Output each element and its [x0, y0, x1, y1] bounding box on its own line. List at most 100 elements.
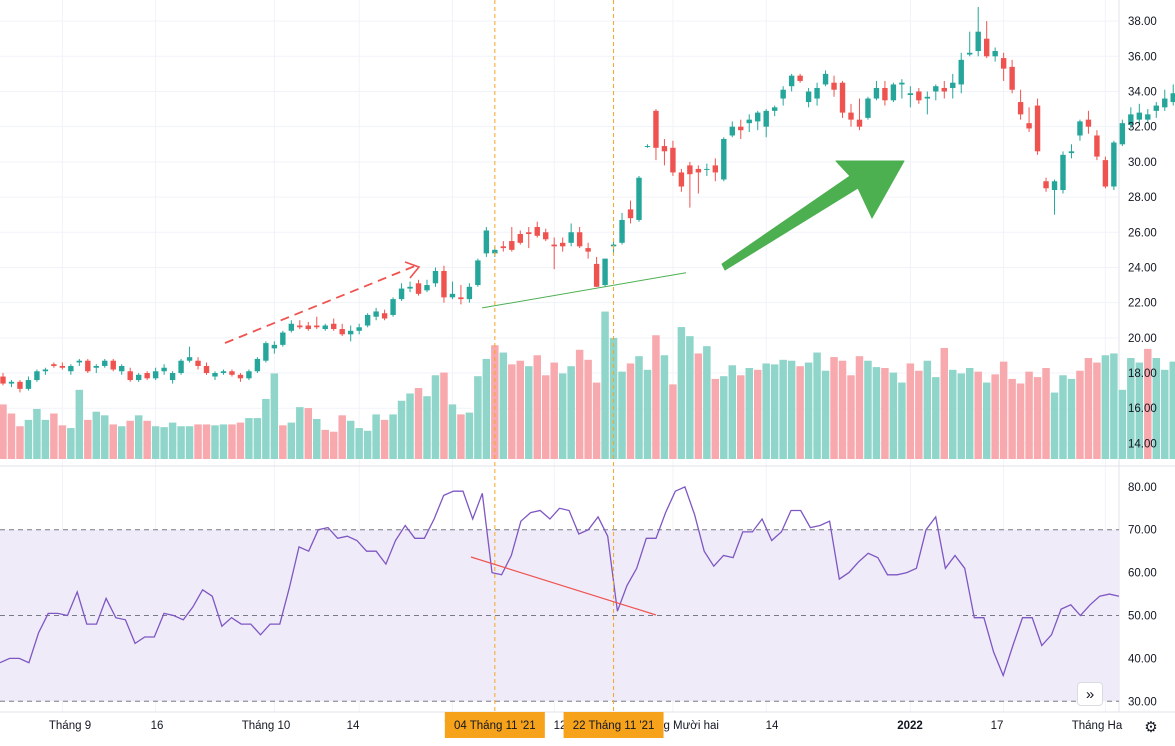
price-tick-label: 14.00: [1128, 438, 1157, 450]
candle-body: [34, 371, 39, 380]
candle-body: [840, 83, 845, 113]
volume-bar: [618, 372, 625, 459]
volume-bar: [958, 373, 965, 459]
candle-body: [297, 326, 302, 328]
candle-body: [1052, 181, 1057, 190]
candle-body: [560, 243, 565, 247]
candle-body: [670, 148, 675, 173]
candle-body: [874, 88, 879, 99]
candle-body: [1086, 120, 1091, 127]
volume-bar: [881, 368, 888, 459]
price-tick-label: 18.00: [1128, 368, 1157, 380]
candle-body: [128, 371, 133, 380]
volume-bar: [695, 353, 702, 459]
candle-body: [568, 232, 573, 243]
volume-bar: [177, 426, 184, 459]
candle-body: [764, 111, 769, 127]
candle-body: [747, 120, 752, 124]
volume-bar: [59, 425, 66, 459]
candle-body: [280, 333, 285, 345]
candle-body: [458, 297, 463, 299]
volume-bar: [525, 366, 532, 459]
volume-bar: [924, 361, 931, 459]
candle-body: [323, 326, 328, 330]
volume-bar: [983, 383, 990, 459]
volume-bar: [355, 428, 362, 459]
candle-layer: [0, 7, 1175, 392]
volume-bar: [254, 418, 261, 459]
candle-body: [373, 311, 378, 316]
volume-bar: [703, 346, 710, 459]
candle-body: [348, 331, 353, 335]
volume-bar: [1119, 390, 1126, 459]
candle-body: [738, 127, 743, 131]
candle-body: [916, 91, 921, 100]
volume-bar: [652, 335, 659, 459]
volume-bar: [313, 419, 320, 459]
candle-body: [136, 375, 141, 380]
volume-bar: [932, 377, 939, 459]
volume-bar: [1085, 358, 1092, 459]
candle-body: [1043, 181, 1048, 188]
candle-body: [433, 271, 438, 283]
volume-bar: [84, 420, 91, 459]
candle-body: [865, 99, 870, 118]
candle-body: [0, 377, 5, 384]
candle-body: [848, 113, 853, 120]
volume-bar: [347, 421, 354, 459]
candle-body: [721, 139, 726, 179]
volume-bar: [330, 432, 337, 459]
time-tick-label: Tháng 10: [242, 720, 291, 732]
volume-bar: [398, 401, 405, 459]
candle-body: [1069, 151, 1074, 153]
volume-bar: [135, 415, 142, 459]
volume-bar: [771, 364, 778, 459]
volume-bar: [1017, 383, 1024, 459]
volume-bar: [737, 375, 744, 459]
volume-bar: [423, 396, 430, 459]
candle-body: [382, 313, 387, 318]
volume-bar: [550, 363, 557, 459]
scroll-to-realtime-button[interactable]: »: [1077, 682, 1103, 706]
candle-body: [111, 361, 116, 370]
candle-body: [780, 90, 785, 99]
candle-body: [85, 361, 90, 372]
volume-bar: [839, 361, 846, 459]
chart-settings-button[interactable]: ⚙: [1140, 716, 1162, 738]
volume-bar: [754, 370, 761, 459]
rsi-tick-label: 70.00: [1128, 525, 1157, 537]
candle-body: [365, 315, 370, 326]
volume-bar: [1102, 355, 1109, 459]
candle-body: [645, 146, 650, 147]
volume-bar: [805, 363, 812, 459]
candle-body: [119, 366, 124, 371]
volume-bar: [1059, 375, 1066, 459]
volume-bar: [381, 420, 388, 459]
candle-body: [662, 146, 667, 151]
candle-body: [221, 371, 226, 373]
volume-bar: [76, 390, 83, 459]
candle-body: [314, 326, 319, 328]
time-tick-label: 17: [991, 720, 1004, 732]
candle-body: [212, 373, 217, 377]
candle-body: [704, 169, 709, 170]
rsi-tick-label: 50.00: [1128, 611, 1157, 623]
price-tick-label: 22.00: [1128, 298, 1157, 310]
candle-body: [619, 220, 624, 243]
candle-body: [229, 371, 234, 375]
rsi-tick-label: 80.00: [1128, 482, 1157, 494]
candle-body: [187, 357, 192, 361]
volume-bar: [389, 414, 396, 459]
rsi-tick-label: 40.00: [1128, 653, 1157, 665]
volume-bar: [110, 424, 117, 459]
candle-body: [730, 127, 735, 136]
candle-body: [797, 76, 802, 81]
volume-bar: [661, 355, 668, 459]
volume-bar: [517, 361, 524, 459]
candle-body: [1171, 93, 1175, 102]
candle-body: [475, 260, 480, 285]
price-tick-label: 30.00: [1128, 157, 1157, 169]
candle-body: [772, 107, 777, 111]
volume-bar: [644, 370, 651, 459]
